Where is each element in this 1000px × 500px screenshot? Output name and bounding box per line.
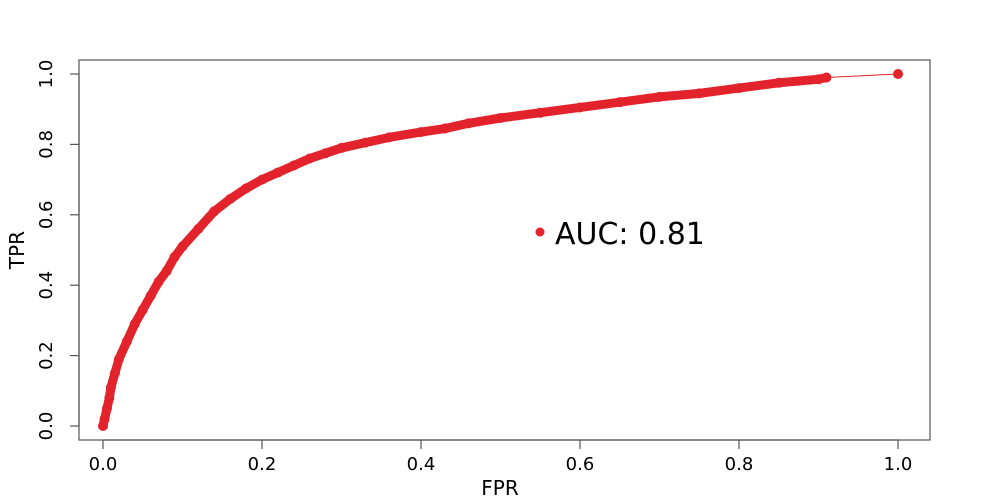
roc-end-point — [893, 69, 903, 79]
roc-point — [360, 137, 371, 148]
roc-point — [169, 252, 180, 263]
roc-curve — [98, 73, 831, 431]
roc-point — [209, 206, 220, 217]
roc-point — [193, 223, 204, 234]
roc-point — [773, 77, 784, 88]
x-axis-label: FPR — [481, 476, 519, 500]
roc-point — [813, 74, 824, 85]
roc-point — [304, 153, 315, 164]
y-tick-label: 0.4 — [36, 271, 57, 300]
roc-point — [288, 160, 299, 171]
roc-point — [257, 174, 267, 185]
legend: AUC: 0.81 — [535, 217, 705, 252]
legend-marker — [535, 227, 545, 237]
roc-point — [101, 403, 112, 414]
x-tick-label: 0.8 — [725, 454, 754, 475]
roc-point — [109, 368, 120, 379]
roc-point — [177, 241, 188, 252]
y-axis-label: TPR — [5, 231, 29, 270]
roc-point — [104, 392, 115, 403]
roc-point — [336, 142, 347, 153]
roc-point — [495, 113, 506, 123]
roc-point — [463, 118, 474, 129]
roc-point — [241, 183, 252, 194]
roc-point — [129, 318, 140, 329]
roc-point — [153, 276, 164, 287]
roc-point — [734, 83, 744, 94]
roc-point — [145, 290, 156, 301]
roc-point — [654, 91, 665, 102]
x-tick-label: 1.0 — [884, 454, 913, 475]
y-axis: 0.0 0.2 0.4 0.6 0.8 1.0 — [36, 60, 80, 441]
y-tick-label: 0.0 — [36, 412, 57, 441]
roc-point — [99, 413, 110, 424]
roc-point — [105, 382, 116, 393]
roc-point — [320, 148, 331, 159]
y-tick-label: 0.6 — [36, 200, 57, 229]
y-tick-label: 0.2 — [36, 341, 57, 370]
roc-tail-line — [826, 73, 899, 79]
roc-point — [137, 304, 148, 315]
x-tick-label: 0.0 — [89, 454, 118, 475]
x-axis: 0.0 0.2 0.4 0.6 0.8 1.0 — [89, 439, 913, 475]
roc-point — [113, 354, 124, 365]
roc-point — [575, 102, 585, 113]
x-tick-label: 0.6 — [566, 454, 595, 475]
series-layer — [98, 69, 903, 431]
roc-point — [535, 107, 546, 118]
roc-point — [225, 193, 236, 204]
roc-point — [121, 336, 132, 347]
x-tick-label: 0.2 — [248, 454, 277, 475]
roc-point — [694, 88, 705, 99]
roc-point — [384, 132, 395, 143]
y-tick-label: 1.0 — [36, 60, 57, 89]
y-tick-label: 0.8 — [36, 130, 57, 159]
roc-point — [416, 127, 426, 138]
x-tick-label: 0.4 — [407, 454, 436, 475]
legend-label: AUC: 0.81 — [555, 217, 705, 252]
roc-point — [439, 123, 450, 134]
roc-point — [614, 97, 625, 108]
roc-point — [161, 266, 172, 277]
roc-point — [272, 167, 283, 178]
